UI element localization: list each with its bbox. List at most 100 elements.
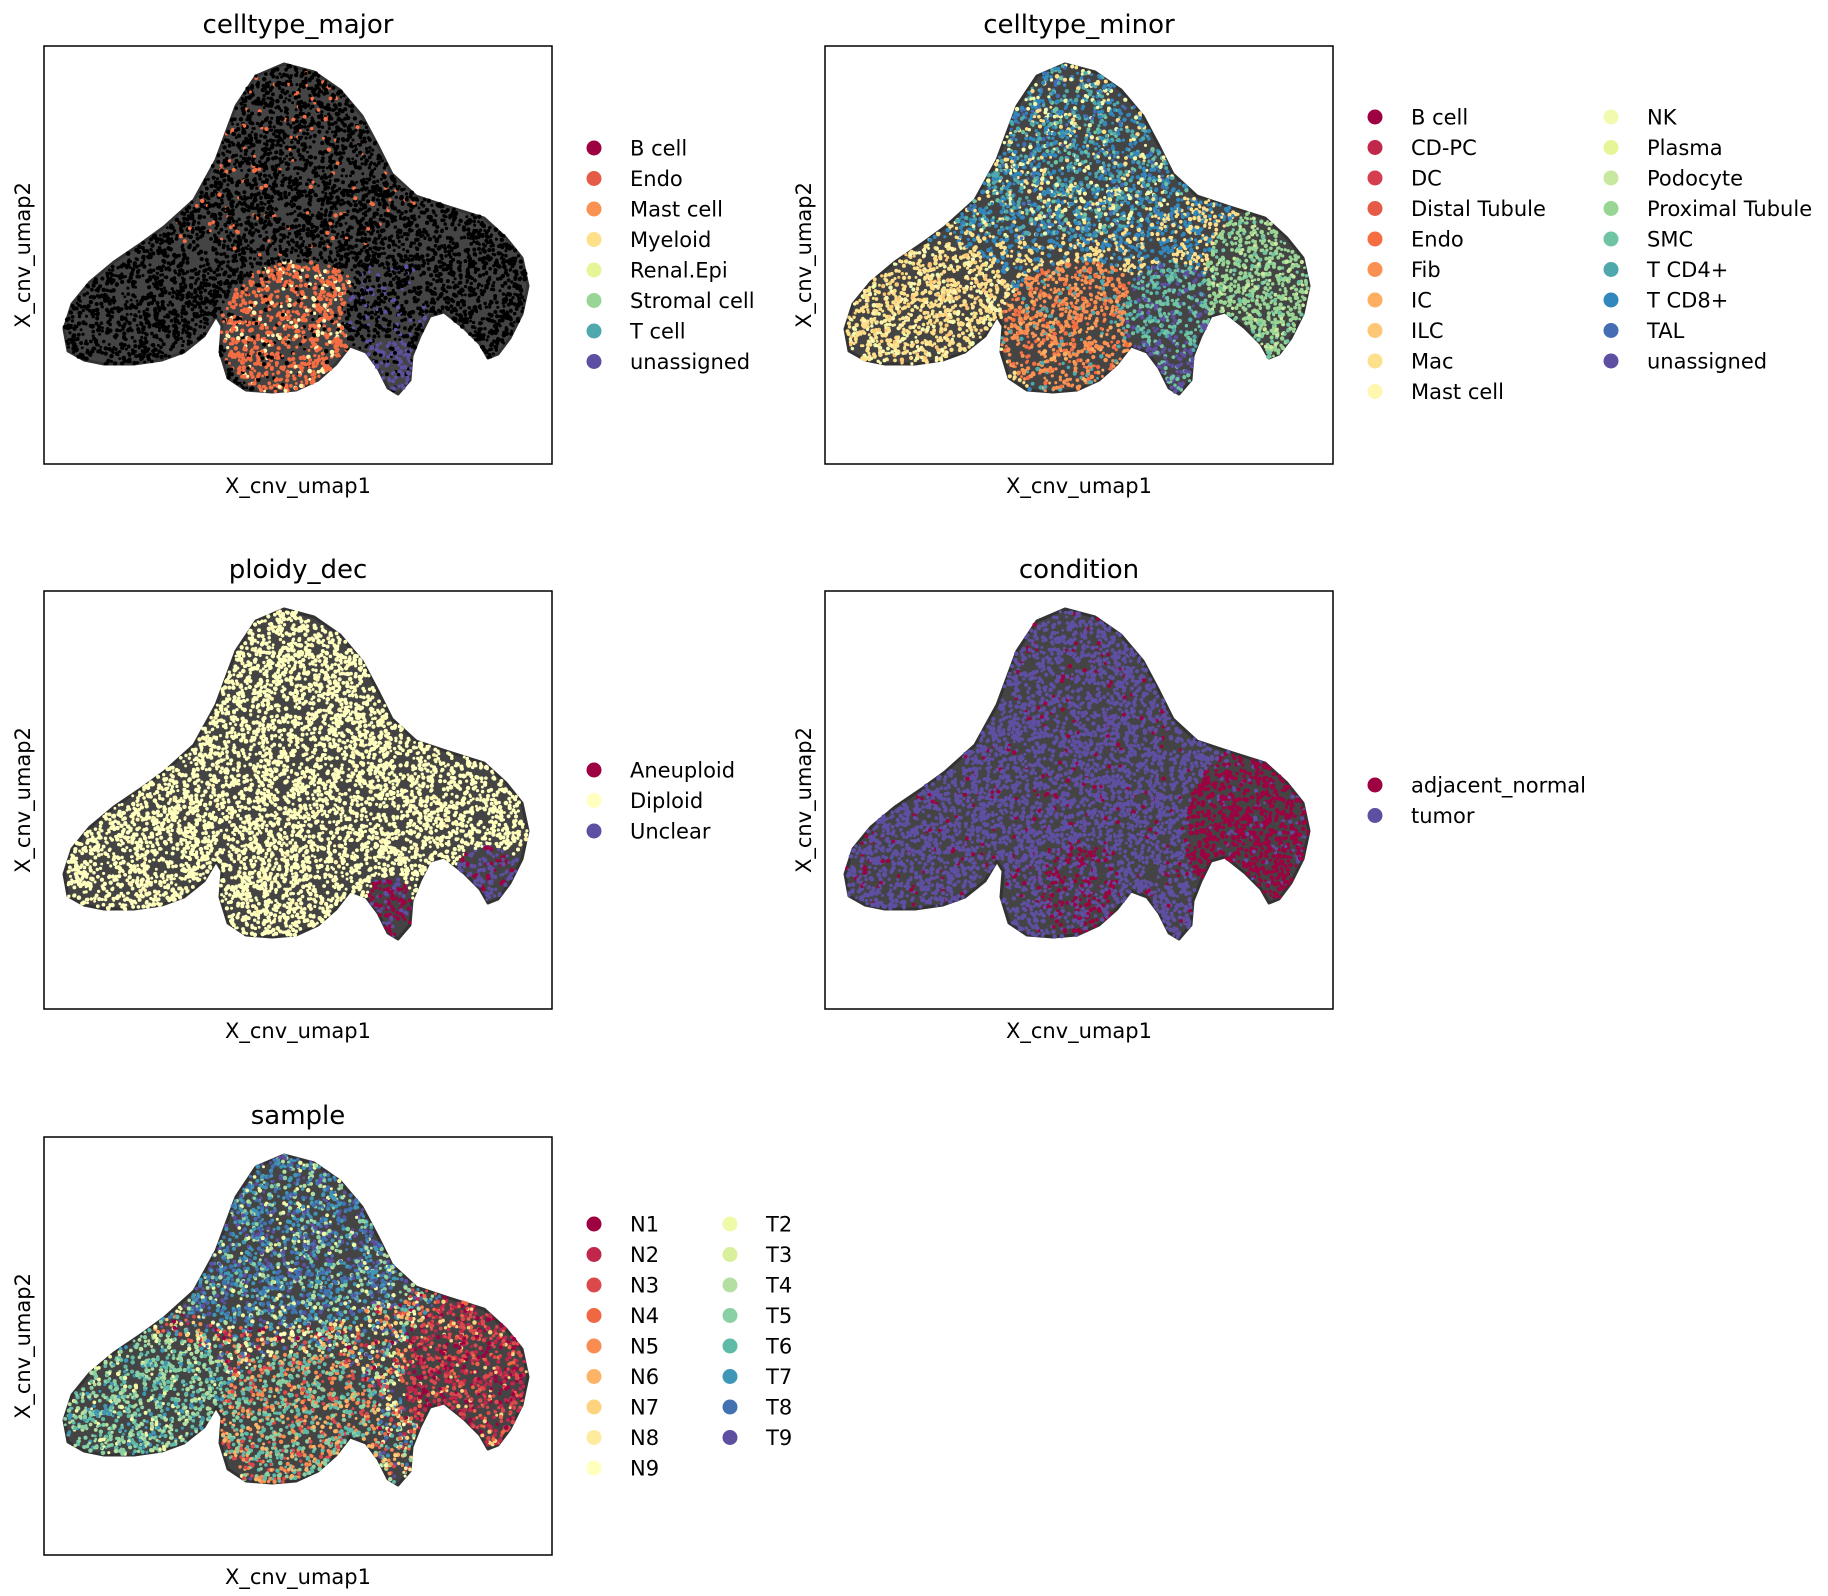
cell-point xyxy=(303,105,308,109)
cell-point xyxy=(451,208,455,212)
cell-point xyxy=(251,239,255,243)
cell-point xyxy=(79,311,83,315)
cell-point xyxy=(522,271,528,276)
cell-point xyxy=(245,118,249,122)
cell-point xyxy=(331,294,336,299)
cell-point xyxy=(187,331,192,336)
cell-point xyxy=(361,172,365,176)
cell-point xyxy=(295,70,299,74)
cell-point xyxy=(240,255,244,259)
cell-point xyxy=(292,352,296,356)
cell-point xyxy=(319,250,323,255)
cell-point xyxy=(279,233,283,237)
cell-point xyxy=(251,100,256,105)
cell-point xyxy=(204,306,208,310)
cell-point xyxy=(259,196,263,200)
cell-point xyxy=(264,72,268,76)
cell-point xyxy=(393,218,398,222)
cell-point xyxy=(483,228,487,233)
cell-point xyxy=(385,372,389,377)
cell-point xyxy=(329,196,333,201)
cell-point xyxy=(512,320,516,324)
cell-point xyxy=(204,312,209,316)
cell-point xyxy=(254,293,259,298)
cell-point xyxy=(231,298,237,304)
cell-point xyxy=(328,191,333,196)
cell-point xyxy=(213,236,219,241)
cell-point xyxy=(355,291,361,296)
cell-point xyxy=(119,315,125,320)
cell-point xyxy=(302,81,307,85)
cell-point xyxy=(183,318,187,322)
cell-point xyxy=(104,330,110,335)
cell-point xyxy=(405,237,409,241)
cell-point xyxy=(320,331,325,335)
cell-point xyxy=(345,192,349,196)
cell-point xyxy=(89,287,94,292)
cell-point xyxy=(414,331,418,335)
cell-point xyxy=(226,247,230,251)
cell-point xyxy=(276,353,280,358)
cell-point xyxy=(386,266,391,271)
cell-point xyxy=(424,207,430,213)
cell-point xyxy=(389,176,394,180)
cell-point xyxy=(268,184,272,188)
cell-point xyxy=(112,295,116,299)
cell-point xyxy=(386,359,390,363)
cell-point xyxy=(229,231,233,235)
cell-point xyxy=(172,323,178,329)
cell-point xyxy=(162,286,166,290)
cell-point xyxy=(154,233,158,237)
cell-point xyxy=(465,228,469,232)
cell-point xyxy=(175,318,179,323)
cell-point xyxy=(205,278,209,282)
cell-point xyxy=(394,195,398,199)
cell-point xyxy=(340,271,344,275)
cell-point xyxy=(274,164,279,168)
cell-point xyxy=(312,286,316,291)
cell-point xyxy=(272,326,277,331)
cell-point xyxy=(210,214,214,219)
cell-point xyxy=(261,374,265,378)
cell-point xyxy=(377,201,382,206)
cell-point xyxy=(478,251,483,255)
cell-point xyxy=(79,305,84,309)
cell-point xyxy=(238,117,244,122)
cell-point xyxy=(389,291,393,296)
cell-point xyxy=(364,345,368,349)
cell-point xyxy=(325,297,329,301)
cell-point xyxy=(211,220,216,224)
cell-point xyxy=(414,223,420,228)
cell-point xyxy=(353,144,358,148)
cell-point xyxy=(272,227,276,232)
cell-point xyxy=(407,202,411,207)
cell-point xyxy=(264,142,269,147)
cell-point xyxy=(143,336,147,340)
cell-point xyxy=(294,224,299,229)
cell-point xyxy=(293,209,297,213)
cell-point xyxy=(172,334,176,338)
cell-point xyxy=(479,327,483,331)
cell-point xyxy=(266,314,270,318)
cell-point xyxy=(239,270,244,275)
cell-point xyxy=(136,302,141,307)
cell-point xyxy=(235,230,240,235)
cell-point xyxy=(371,240,376,244)
cell-point xyxy=(284,271,289,276)
cell-point xyxy=(250,152,254,156)
cell-point xyxy=(521,306,525,310)
cell-point xyxy=(434,214,438,217)
cell-point xyxy=(370,310,374,315)
cell-point xyxy=(240,286,245,291)
cell-point xyxy=(504,293,509,297)
cell-point xyxy=(291,196,296,201)
cell-point xyxy=(418,319,422,323)
cell-point xyxy=(337,102,342,107)
cell-point xyxy=(323,116,328,122)
cell-point xyxy=(160,339,164,343)
cell-point xyxy=(360,291,366,296)
cell-point xyxy=(333,178,338,183)
cell-point xyxy=(323,224,327,228)
cell-point xyxy=(359,157,364,161)
cell-point xyxy=(133,295,137,299)
